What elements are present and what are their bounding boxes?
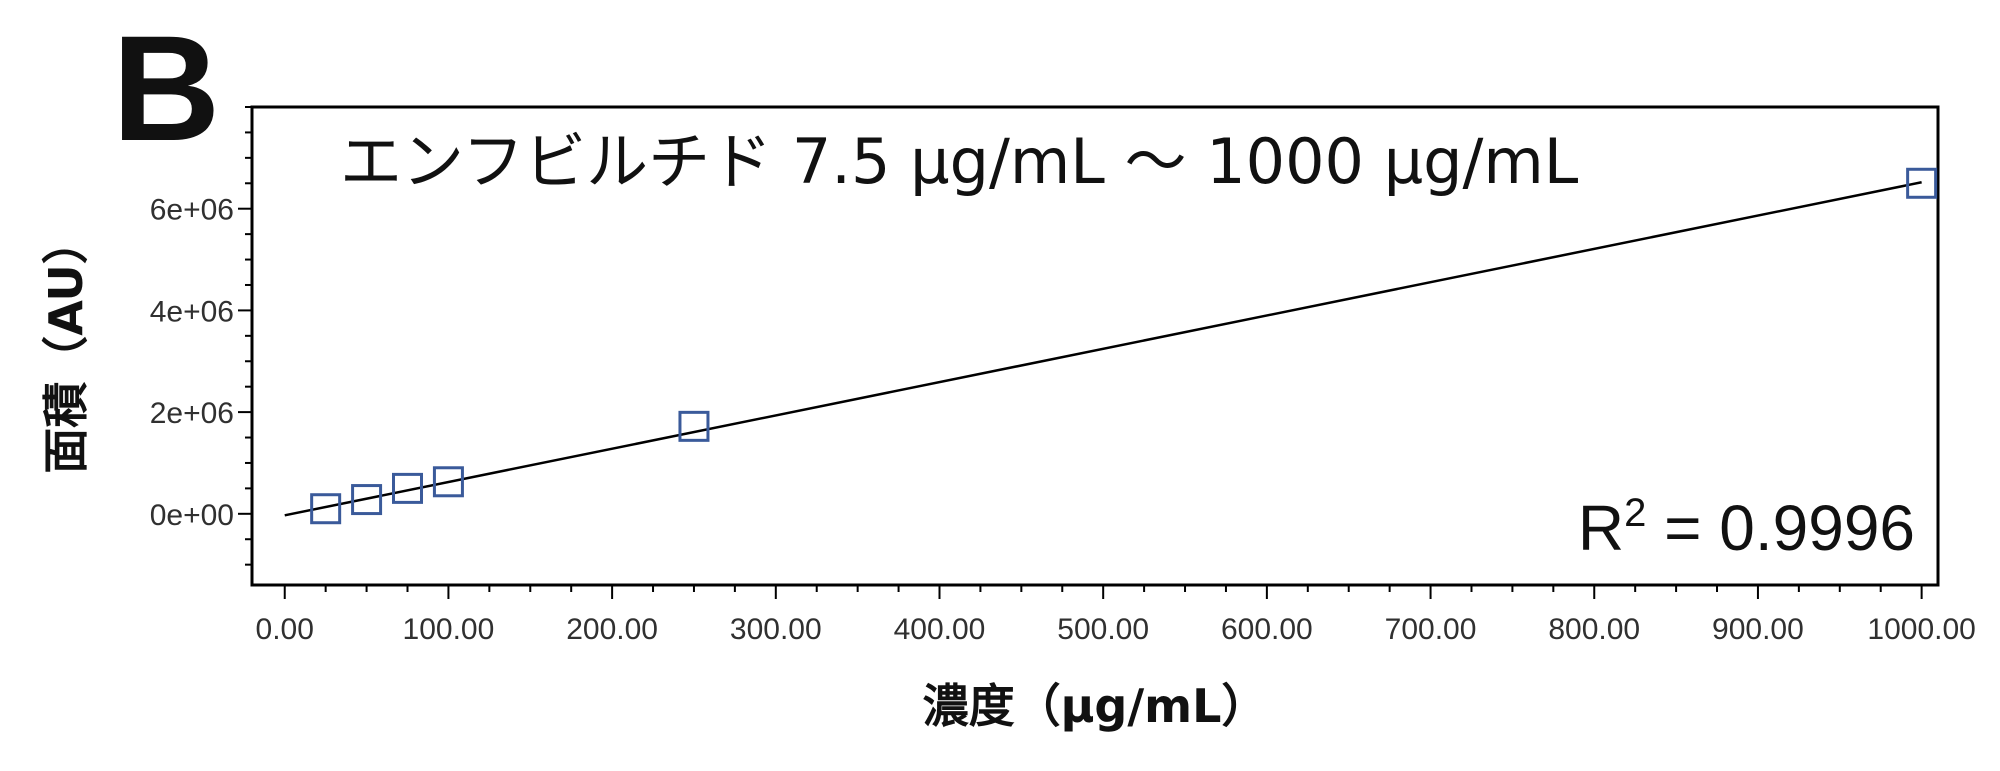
r-squared-prefix: R [1578,492,1624,564]
fit-line-group [284,181,1922,517]
data-point [1906,167,1938,199]
x-tick-label: 800.00 [1548,613,1640,646]
y-tick-label: 0e+00 [150,499,234,532]
x-tick-label: 200.00 [566,613,658,646]
x-tick-label: 1000.00 [1867,613,1975,646]
y-axis-title: 面積（AU） [39,218,93,474]
y-tick-label: 4e+06 [150,295,234,328]
y-tick-label: 2e+06 [150,397,234,430]
panel-label: B [112,4,220,172]
x-tick-label: 500.00 [1057,613,1149,646]
x-tick-label: 400.00 [894,613,986,646]
concentration-range-annotation: エンフビルチド 7.5 µg/mL ～ 1000 µg/mL [340,125,1579,198]
data-point [678,410,710,442]
data-point [432,466,464,498]
plot-frame [250,105,1940,587]
x-tick-label: 0.00 [256,613,314,646]
data-point [392,472,424,504]
data-points [310,167,1938,525]
x-tick-label: 600.00 [1221,613,1313,646]
r-squared-value: = 0.9996 [1646,492,1915,564]
x-tick-label: 100.00 [403,613,495,646]
x-tick-label: 700.00 [1385,613,1477,646]
axes: 0.00 100.00 200.00 300.00 400.00 500.00 600.00… [150,106,1976,646]
x-tick-label: 900.00 [1712,613,1804,646]
fit-line [284,181,1922,517]
data-point [351,484,383,516]
r-squared-label: R2 = 0.9996 [1578,491,1915,564]
y-tick-label: 6e+06 [150,194,234,227]
x-tick-label: 300.00 [730,613,822,646]
data-point [310,493,342,525]
x-axis-title: 濃度（µg/mL） [923,679,1268,733]
r-squared-superscript: 2 [1624,491,1646,535]
